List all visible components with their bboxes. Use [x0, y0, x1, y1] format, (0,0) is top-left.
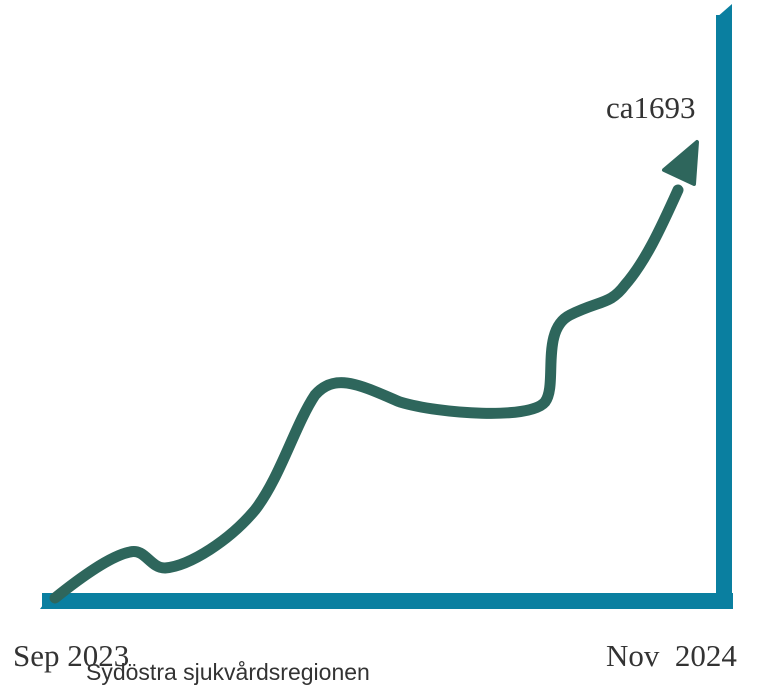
region-label: Sydöstra sjukvårdsregionen: [86, 659, 370, 685]
y-axis-top-cap: [716, 4, 732, 18]
end-value-label: ca1693: [606, 90, 696, 125]
trend-line: [49, 184, 684, 604]
x-axis-end-label: Nov 2024: [606, 638, 737, 673]
x-axis-start-label: Sep 2023: [13, 638, 130, 673]
trend-arrowhead: [662, 140, 699, 186]
